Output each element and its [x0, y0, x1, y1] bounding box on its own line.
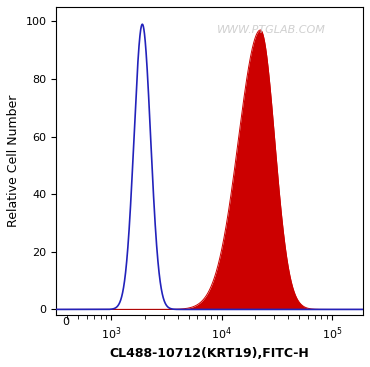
Y-axis label: Relative Cell Number: Relative Cell Number: [7, 95, 20, 227]
X-axis label: CL488-10712(KRT19),FITC-H: CL488-10712(KRT19),FITC-H: [110, 347, 310, 360]
Text: WWW.PTGLAB.COM: WWW.PTGLAB.COM: [216, 25, 326, 36]
Text: 0: 0: [63, 317, 70, 327]
